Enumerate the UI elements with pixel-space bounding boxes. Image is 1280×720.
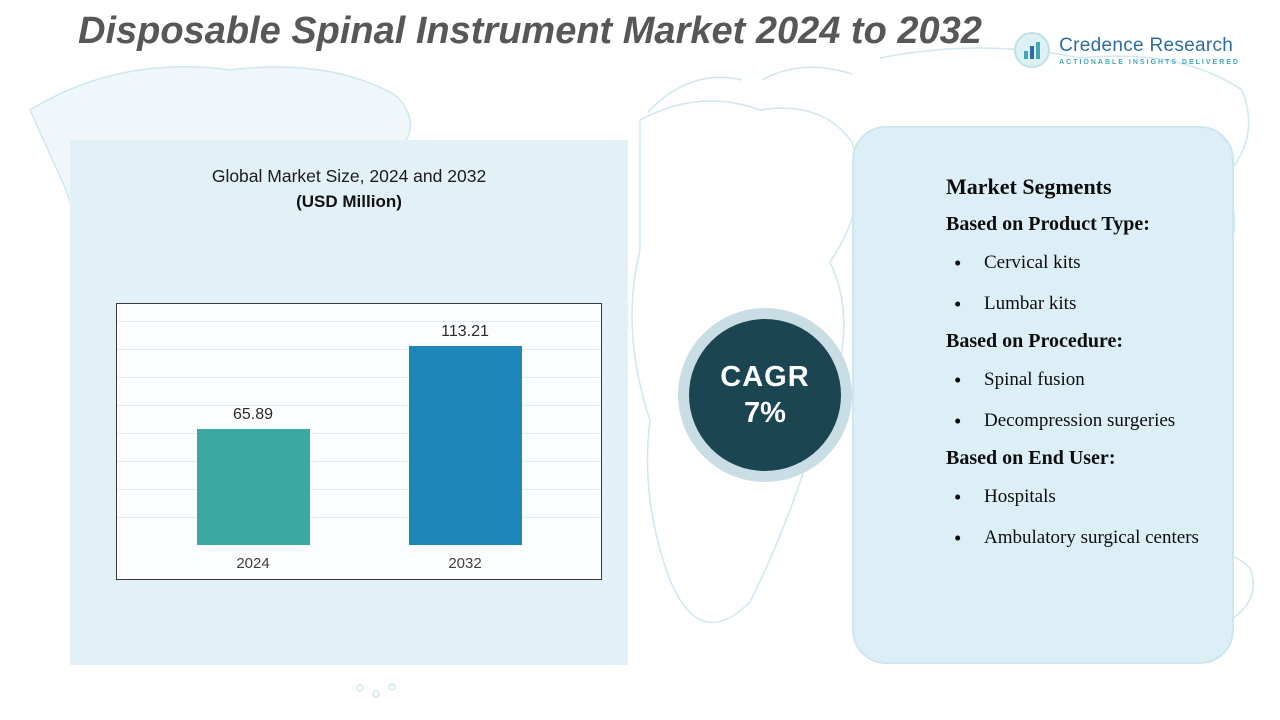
cagr-value: 7% xyxy=(744,397,786,429)
credence-research-logo: Credence Research ACTIONABLE INSIGHTS DE… xyxy=(1014,32,1240,68)
segment-item-list: Spinal fusion Decompression surgeries xyxy=(946,365,1210,436)
x-axis-labels: 2024 2032 xyxy=(117,555,601,572)
segment-group-label: Based on Procedure: xyxy=(946,330,1124,353)
segments-heading: Market Segments xyxy=(946,174,1112,199)
cagr-label: CAGR xyxy=(720,360,810,393)
cagr-badge: CAGR 7% xyxy=(689,319,841,471)
segment-group-label: Based on End User: xyxy=(946,447,1116,470)
logo-chart-icon xyxy=(1014,32,1051,68)
bar-chart: 65.89 113.21 2024 2032 xyxy=(116,303,602,580)
segment-item: Decompression surgeries xyxy=(946,406,1210,436)
market-segments-content: Market Segments Based on Product Type: C… xyxy=(854,128,1232,553)
chart-bars: 65.89 113.21 xyxy=(117,316,601,545)
segment-item: Cervical kits xyxy=(946,248,1210,278)
chart-panel: Global Market Size, 2024 and 2032 (USD M… xyxy=(70,140,628,665)
x-axis-label: 2024 xyxy=(236,555,270,572)
chart-subtitle: (USD Million) xyxy=(296,192,402,211)
chart-bar xyxy=(196,428,310,545)
segment-item-list: Cervical kits Lumbar kits xyxy=(946,248,1210,319)
bar-value-label: 65.89 xyxy=(232,405,274,423)
cagr-badge-ring: CAGR 7% xyxy=(678,308,852,482)
logo-name: Credence Research xyxy=(1059,34,1234,56)
market-segments-panel: Market Segments Based on Product Type: C… xyxy=(852,126,1234,664)
chart-plot-area: 65.89 113.21 xyxy=(117,316,601,545)
bar-group-2024: 65.89 xyxy=(196,316,310,545)
x-axis-label: 2032 xyxy=(448,555,482,572)
logo-tagline: ACTIONABLE INSIGHTS DELIVERED xyxy=(1059,58,1240,66)
segment-group-label: Based on Product Type: xyxy=(946,213,1150,235)
segment-item: Lumbar kits xyxy=(946,289,1210,319)
segment-item: Ambulatory surgical centers xyxy=(946,523,1210,553)
bar-value-label: 113.21 xyxy=(441,322,489,340)
chart-title: Global Market Size, 2024 and 2032 xyxy=(211,166,487,186)
page-title: Disposable Spinal Instrument Market 2024… xyxy=(78,10,982,52)
logo-text-block: Credence Research ACTIONABLE INSIGHTS DE… xyxy=(1059,35,1240,66)
bar-group-2032: 113.21 xyxy=(408,316,522,545)
segment-item: Hospitals xyxy=(946,482,1210,512)
segment-item-list: Hospitals Ambulatory surgical centers xyxy=(946,482,1210,553)
chart-bar xyxy=(408,345,522,545)
segment-item: Spinal fusion xyxy=(946,365,1210,395)
